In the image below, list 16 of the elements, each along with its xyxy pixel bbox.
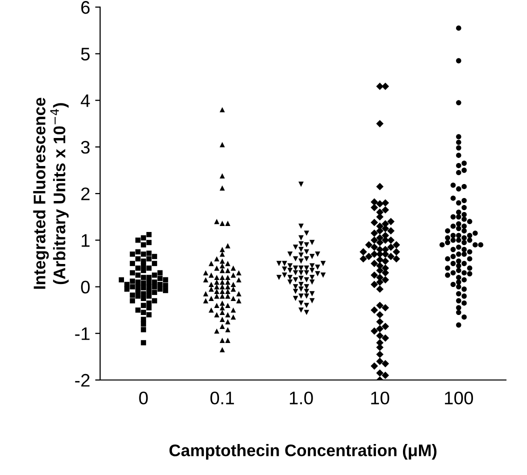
x-axis-title: Camptothecin Concentration (μM) [169,444,436,460]
x-tick-label: 1.0 [290,392,313,404]
y-tick-label: 1 [82,234,90,247]
x-tick-label: 10 [371,392,390,404]
y-tick-label: 2 [81,187,90,200]
y-tick-label: 0 [81,280,90,294]
x-tick-label: 0 [139,392,148,404]
x-tick-label: 100 [444,392,473,404]
y-tick-label: -1 [75,328,90,340]
y-tick-label: 6 [81,1,90,14]
y-tick-label: -2 [75,374,90,387]
y-tick-label: 3 [81,140,90,154]
y-axis-title: Integrated Fluorescence (Arbitrary Units x 10$^{−4}$) [33,98,69,289]
y-tick-label: 4 [80,94,90,107]
y-tick-label: 5 [81,48,90,60]
x-tick-label: 0.1 [210,392,234,404]
